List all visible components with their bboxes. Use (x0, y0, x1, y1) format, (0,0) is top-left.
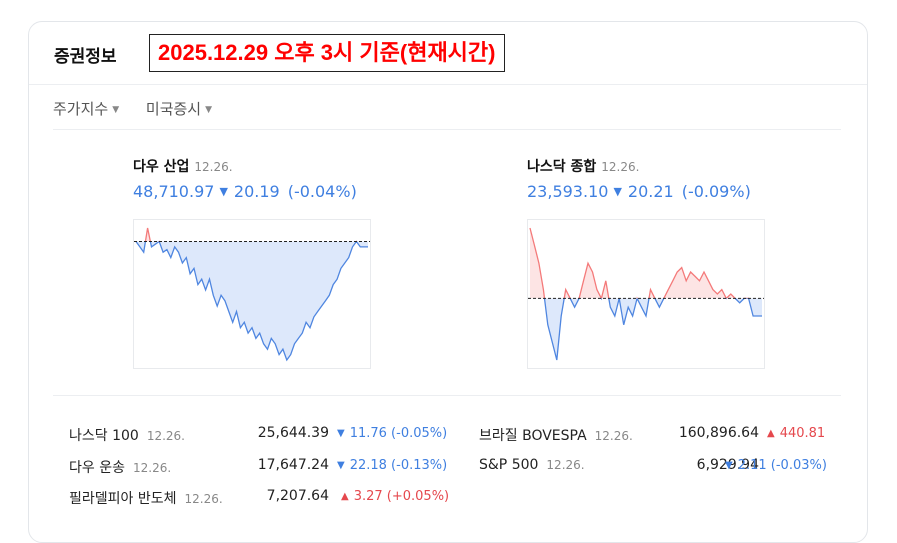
tab-us-market[interactable]: 미국증시 ▼ (146, 98, 212, 119)
quote-name: S&P 500 (479, 457, 539, 473)
caret-down-icon: ▼ (112, 105, 120, 115)
quote-date: 12.26. (146, 429, 185, 443)
index-date: 12.26. (601, 160, 640, 174)
quote-change: ▲ 3.27 (+0.05%) (341, 489, 449, 504)
quote-date: 12.26. (546, 458, 585, 472)
quote-date: 12.26. (132, 461, 172, 475)
tab-label: 미국증시 (145, 100, 202, 118)
sparkline-line-below (543, 298, 762, 361)
sparkline-line-below (135, 241, 368, 362)
quote-date: 12.26. (594, 429, 633, 443)
quote-change: ▼ 2.11 (-0.03%) (725, 458, 827, 473)
quote-change-text: 440.81 (779, 426, 826, 441)
quote-change-text: 2.11 (-0.03%) (737, 458, 827, 473)
index-name: 나스닥 종합 (527, 159, 597, 175)
index-name: 다우 산업 (133, 159, 190, 175)
quote-change-text: 11.76 (-0.05%) (349, 426, 448, 441)
triangle-down-icon: ▼ (725, 460, 733, 471)
index-date: 12.26. (194, 160, 233, 174)
index-change: 20.21 (627, 182, 674, 201)
divider (53, 129, 841, 130)
triangle-down-icon: ▼ (337, 460, 345, 471)
quote-change: ▲ 440.81 (767, 426, 825, 441)
quote-change: ▼ 11.76 (-0.05%) (337, 426, 447, 441)
quote-name: 브라질 BOVESPA (479, 428, 587, 444)
nasdaq-sparkline-svg (528, 227, 764, 361)
triangle-up-icon: ▲ (341, 491, 349, 502)
index-percent: (-0.04%) (287, 182, 357, 201)
quote-change-text: 22.18 (-0.13%) (349, 458, 448, 473)
triangle-up-icon: ▲ (767, 428, 775, 439)
quote-value: 6,929.94 (696, 457, 759, 473)
sparkline-line-above (529, 227, 750, 299)
triangle-down-icon: ▼ (219, 185, 228, 198)
quote-value: 17,647.24 (257, 457, 329, 473)
quote-row-dow-transport[interactable]: 다우 운송 12.26. (69, 457, 171, 477)
tab-label: 주가지수 (53, 100, 109, 118)
quote-date: 12.26. (184, 492, 223, 506)
triangle-down-icon: ▼ (337, 428, 345, 439)
quote-value: 25,644.39 (257, 425, 329, 441)
index-nasdaq[interactable]: 나스닥 종합 12.26. 23,593.10 ▼ 20.21 (-0.09%) (527, 156, 751, 201)
dow-sparkline[interactable] (133, 219, 371, 369)
index-change: 20.19 (233, 182, 280, 201)
divider (53, 395, 841, 396)
quote-name: 다우 운송 (69, 460, 125, 476)
quote-change: ▼ 22.18 (-0.13%) (337, 458, 447, 473)
triangle-down-icon: ▼ (613, 185, 622, 198)
quote-name: 나스닥 100 (69, 428, 139, 444)
sparkline-fill-below (136, 241, 368, 360)
quote-value: 160,896.64 (678, 425, 759, 441)
card-header: 증권정보 2025.12.29 오후 3시 기준(현재시간) (29, 22, 867, 85)
dow-sparkline-svg (134, 227, 370, 362)
quote-row-sp500[interactable]: S&P 500 12.26. (479, 457, 585, 473)
index-value: 48,710.97 (133, 182, 215, 201)
quote-row-nasdaq100[interactable]: 나스닥 100 12.26. (69, 425, 185, 445)
index-dow[interactable]: 다우 산업 12.26. 48,710.97 ▼ 20.19 (-0.04%) (133, 156, 357, 201)
quote-value: 7,207.64 (266, 488, 329, 504)
card-title: 증권정보 (54, 47, 117, 67)
index-value: 23,593.10 (527, 182, 609, 201)
securities-info-card: 증권정보 2025.12.29 오후 3시 기준(현재시간) 주가지수 ▼ 미국증… (28, 21, 868, 543)
quote-name: 필라델피아 반도체 (69, 491, 177, 507)
nasdaq-sparkline[interactable] (527, 219, 765, 369)
index-percent: (-0.09%) (681, 182, 751, 201)
tab-stock-index[interactable]: 주가지수 ▼ (53, 98, 119, 119)
quote-change-text: 3.27 (+0.05%) (353, 489, 450, 504)
timestamp-banner: 2025.12.29 오후 3시 기준(현재시간) (149, 34, 505, 72)
caret-down-icon: ▼ (205, 105, 213, 115)
quote-row-philadelphia-semi[interactable]: 필라델피아 반도체 12.26. (69, 488, 223, 508)
tab-bar: 주가지수 ▼ 미국증시 ▼ (53, 98, 234, 119)
quote-row-bovespa[interactable]: 브라질 BOVESPA 12.26. (479, 425, 633, 445)
sparkline-fill-above (530, 228, 762, 299)
